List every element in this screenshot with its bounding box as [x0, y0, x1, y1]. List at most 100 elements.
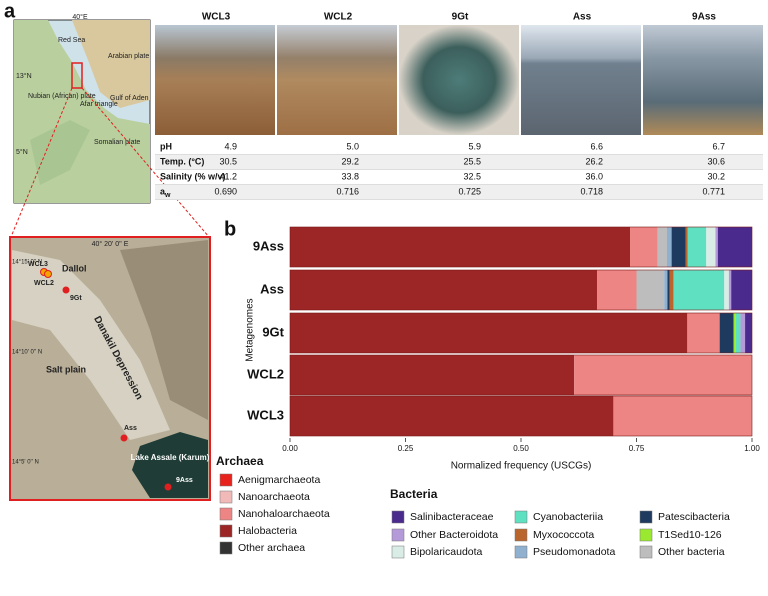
legend-swatch [639, 528, 653, 542]
legend-swatch [219, 524, 233, 538]
map-label: 14°5' 0'' N [12, 460, 39, 466]
bar-segment [630, 227, 658, 267]
bar-outline [289, 269, 753, 311]
cell: 41.2 [219, 171, 237, 181]
bar-segment [666, 227, 672, 267]
row-band [155, 155, 763, 170]
bar-segment [613, 396, 752, 436]
legend-swatch [219, 490, 233, 504]
cell: 5.9 [468, 141, 481, 151]
bar-segment [673, 270, 725, 310]
map-label: 9Ass [176, 477, 193, 484]
cell: 32.5 [463, 171, 481, 181]
map-label: Red Sea [58, 37, 85, 44]
legend-swatch [639, 545, 653, 559]
bar-segment [724, 270, 729, 310]
column-header: 9Ass [692, 12, 716, 23]
site-photo [155, 25, 275, 135]
x-axis-title: Normalized frequency (USCGs) [451, 461, 592, 472]
legend-swatch [391, 528, 405, 542]
legend-swatch [514, 510, 528, 524]
bar-outline [289, 226, 753, 268]
legend-label: Salinibacteraceae [410, 511, 494, 523]
bar-chart: Metagenomes Normalized frequency (USCGs)… [216, 226, 760, 559]
row-label-sub: w [164, 192, 171, 199]
salt-plain [12, 250, 170, 440]
x-tick-label: 0.75 [629, 444, 645, 453]
bar-segment [290, 396, 614, 436]
map-label: 5°N [16, 148, 28, 156]
cell: 0.718 [580, 186, 603, 196]
panel-label: b [224, 218, 236, 240]
legend-swatch [391, 545, 405, 559]
site-marker [44, 270, 52, 278]
map-label: Ass [124, 425, 137, 432]
row-band [155, 185, 763, 200]
bar-segment [733, 313, 736, 353]
legend-swatch [391, 510, 405, 524]
bar-segment [731, 270, 752, 310]
x-tick-label: 0.00 [282, 444, 298, 453]
legend-label: Halobacteria [238, 525, 297, 537]
cell: 26.2 [585, 156, 603, 166]
cell: 30.5 [219, 156, 237, 166]
bar-segment [706, 227, 716, 267]
bar-segment [685, 227, 688, 267]
mountains [120, 240, 208, 420]
map-label: Afar triangle [80, 101, 118, 108]
site-photo [643, 25, 763, 135]
overview-map: 40°E Red Sea Arabian plate 13°N Nubian (… [13, 13, 151, 204]
cell: 33.8 [341, 171, 359, 181]
map-label: 13°N [16, 72, 32, 80]
bar-outline [289, 312, 753, 354]
y-tick-label: WCL2 [247, 366, 284, 381]
bar-segment [636, 270, 665, 310]
bar-segment [290, 270, 598, 310]
map-label: Gulf of Aden [110, 95, 149, 102]
map-label: WCL2 [34, 280, 54, 287]
legend-label: Aenigmarchaeota [238, 474, 320, 486]
site-table: WCL3 WCL2 9Gt Ass 9Ass pH 4.9 5.0 5.9 6.6 6.7 Temp.… [155, 12, 763, 200]
cell: 0.725 [458, 186, 481, 196]
legend-label: Cyanobacteriia [533, 511, 603, 523]
cell: 6.7 [712, 141, 725, 151]
column-header: 9Gt [452, 12, 469, 23]
map-label: WCL3 [28, 261, 48, 268]
bar-segment [667, 270, 670, 310]
y-tick-label: WCL3 [247, 407, 284, 422]
cell: 29.2 [341, 156, 359, 166]
bar-segment [728, 270, 732, 310]
legend-label: Nanoarchaeota [238, 491, 310, 503]
site-marker [62, 286, 70, 294]
cell: 0.716 [336, 186, 359, 196]
map-label: 40°E [72, 13, 88, 21]
legend-label: Pseudomonadota [533, 546, 615, 558]
panel-label: a [4, 0, 16, 22]
row-label: Temp. (°C) [160, 156, 204, 166]
map-label: Arabian plate [108, 53, 149, 60]
cell: 4.9 [224, 141, 237, 151]
zoom-map: 40° 20' 0'' E 14°15' 0'' N WCL3 WCL2 Dal… [9, 236, 211, 501]
site-marker [120, 434, 128, 442]
zoom-box [71, 62, 83, 89]
y-axis-title: Metagenomes [245, 298, 256, 361]
y-tick-label: 9Gt [262, 324, 284, 339]
legend-swatch [219, 473, 233, 487]
lake [132, 432, 208, 498]
legend-swatch [219, 541, 233, 555]
bar-segment [574, 355, 752, 395]
legend-swatch [514, 545, 528, 559]
y-tick-label: 9Ass [253, 238, 284, 253]
legend-label: T1Sed10-126 [658, 529, 722, 541]
bar-segment [687, 227, 707, 267]
legend-group-title: Archaea [216, 454, 264, 468]
legend-group-title: Bacteria [390, 487, 438, 501]
bar-outline [289, 354, 753, 396]
row-label: aw [160, 186, 171, 198]
cell: 30.2 [707, 171, 725, 181]
x-tick-label: 0.25 [398, 444, 414, 453]
legend-label: Nanohaloarchaeota [238, 508, 330, 520]
legend-swatch [219, 507, 233, 521]
column-header: WCL2 [324, 12, 353, 23]
bar-segment [290, 227, 631, 267]
